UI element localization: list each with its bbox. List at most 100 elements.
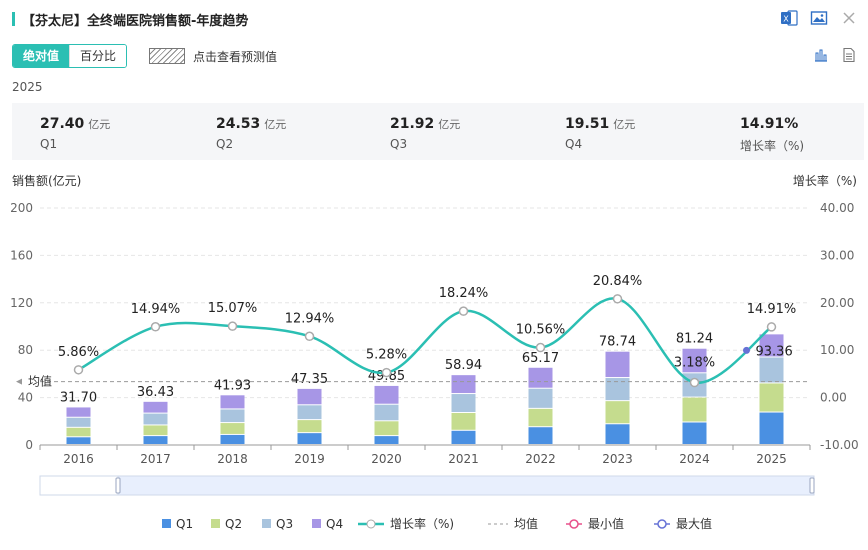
data-table-icon[interactable] — [840, 46, 858, 64]
legend-label: Q3 — [276, 517, 293, 531]
bar-q3 — [220, 409, 245, 423]
summary-label: Q2 — [216, 137, 234, 151]
x-tick-label: 2024 — [679, 452, 710, 466]
bar-q3 — [451, 394, 476, 413]
bar-q3 — [143, 413, 168, 425]
growth-label: 10.56% — [516, 323, 566, 338]
bar-q4 — [66, 407, 91, 417]
hatch-swatch-icon — [149, 48, 186, 64]
excel-export-icon[interactable]: X — [780, 9, 798, 27]
bar-q1 — [759, 412, 784, 444]
percent-button[interactable]: 百分比 — [69, 45, 127, 67]
bar-total-label: 49.85 — [368, 369, 405, 384]
zoom-slider-unselected — [39, 475, 119, 496]
bar-q1 — [451, 430, 476, 444]
bar-total-label: 58.94 — [445, 358, 482, 373]
bar-q2 — [605, 401, 630, 424]
legend-swatch[interactable] — [262, 519, 271, 528]
bar-q3 — [605, 378, 630, 401]
y2-tick-label: 20.00 — [820, 296, 854, 310]
y-tick-label: 120 — [10, 296, 33, 310]
legend-ring[interactable] — [569, 519, 579, 529]
bar-q4 — [451, 375, 476, 394]
summary-value: 24.53 — [216, 116, 261, 132]
absolute-button[interactable]: 绝对值 — [13, 45, 70, 67]
zoom-handle-right[interactable] — [809, 477, 815, 494]
legend-swatch[interactable] — [162, 519, 171, 528]
bar-q3 — [374, 404, 399, 421]
bar-q2 — [66, 427, 91, 437]
bar-q2 — [451, 413, 476, 430]
bar-q4 — [759, 334, 784, 357]
y-tick-label: 0 — [25, 438, 33, 452]
legend-label: Q2 — [225, 517, 242, 531]
svg-text:X: X — [783, 15, 789, 24]
growth-label: 3.18% — [674, 356, 715, 371]
growth-label: 5.86% — [58, 345, 99, 360]
bar-chart-icon[interactable] — [812, 46, 830, 64]
image-export-icon[interactable] — [810, 9, 828, 27]
bar-q1 — [220, 434, 245, 444]
growth-label: 14.91% — [747, 302, 797, 317]
bar-q3 — [682, 373, 707, 397]
legend-label: 增长率（%) — [390, 516, 454, 531]
y2-tick-label: 30.00 — [820, 248, 854, 262]
summary-value: 14.91% — [740, 116, 799, 132]
legend-label: Q4 — [326, 517, 343, 531]
bar-q4 — [143, 401, 168, 413]
summary-value: 27.40 — [40, 116, 85, 132]
bar-total-label: 31.70 — [60, 390, 97, 405]
bar-total-label: 78.74 — [599, 335, 636, 350]
bar-q1 — [605, 424, 630, 444]
growth-point — [73, 365, 84, 375]
forecast-toggle[interactable]: 点击查看预测值 — [149, 48, 277, 65]
x-tick-label: 2025 — [756, 452, 787, 466]
y2-axis-title: 增长率（%) — [793, 173, 857, 188]
summary-q1: 27.40 亿元 Q1 — [40, 113, 110, 151]
y-tick-label: 160 — [10, 248, 33, 262]
x-tick-label: 2017 — [140, 452, 171, 466]
summary-label: Q4 — [565, 137, 583, 151]
zoom-slider-track[interactable] — [39, 475, 815, 496]
summary-unit: 亿元 — [264, 118, 287, 131]
summary-q3: 21.92 亿元 Q3 — [390, 113, 460, 151]
x-tick-label: 2018 — [217, 452, 248, 466]
bar-total-label: 93.36 — [756, 344, 793, 359]
summary-unit: 亿元 — [438, 118, 461, 131]
summary-q2: 24.53 亿元 Q2 — [216, 113, 286, 151]
y-tick-label: 40 — [18, 391, 33, 405]
bar-q4 — [220, 395, 245, 409]
x-tick-label: 2022 — [525, 452, 556, 466]
mean-label: 均值 — [28, 374, 52, 389]
bar-total-label: 65.17 — [522, 351, 559, 366]
mean-marker-icon — [16, 378, 22, 385]
growth-label: 14.94% — [131, 302, 181, 317]
zoom-handle-left[interactable] — [115, 477, 121, 494]
close-icon[interactable] — [840, 9, 858, 27]
x-tick-label: 2016 — [63, 452, 94, 466]
legend-point[interactable] — [366, 519, 376, 529]
forecast-label: 点击查看预测值 — [193, 49, 278, 64]
summary-value: 19.51 — [565, 116, 610, 132]
growth-point — [227, 321, 238, 331]
summary-label: Q1 — [40, 137, 58, 151]
title-bar: 【芬太尼】全终端医院销售额-年度趋势 X — [0, 0, 868, 38]
bar-q2 — [528, 408, 553, 427]
legend-swatch[interactable] — [211, 519, 220, 528]
legend-ring[interactable] — [657, 519, 667, 529]
bar-q2 — [143, 425, 168, 436]
bar-q1 — [297, 433, 322, 444]
max-marker — [743, 346, 750, 354]
page-title: 【芬太尼】全终端医院销售额-年度趋势 — [22, 14, 249, 29]
growth-label: 12.94% — [285, 311, 335, 326]
legend-swatch[interactable] — [312, 519, 321, 528]
growth-label: 15.07% — [208, 301, 258, 316]
mode-toggle: 绝对值 百分比 — [12, 44, 128, 68]
title-accent — [12, 12, 15, 26]
bar-q1 — [143, 436, 168, 444]
bar-total-label: 41.93 — [214, 378, 251, 393]
year-label: 2025 — [12, 80, 43, 94]
legend-label: 最小值 — [588, 516, 624, 531]
summary-value: 21.92 — [390, 116, 435, 132]
